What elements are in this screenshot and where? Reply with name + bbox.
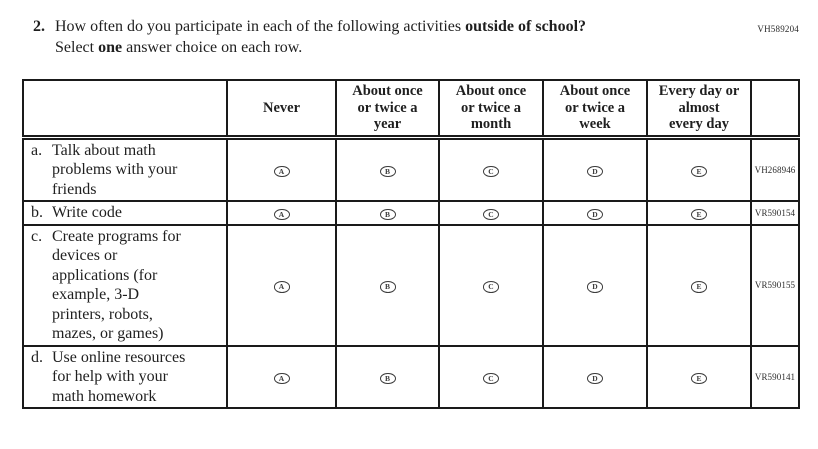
- question-line-2: Select one answer choice on each row.: [55, 37, 586, 58]
- row-label: Talk about math problems with your frien…: [52, 141, 178, 198]
- answer-cell: D: [542, 136, 648, 202]
- column-header-week: About once or twice a week: [542, 79, 648, 140]
- answer-cell: E: [646, 344, 752, 409]
- column-header-daily: Every day or almost every day: [646, 79, 752, 140]
- question-line2-bold: one: [98, 39, 123, 56]
- answer-bubble-a-C[interactable]: C: [483, 165, 499, 178]
- row-label: Write code: [52, 204, 122, 221]
- row-letter: b.: [31, 204, 43, 221]
- answer-bubble-d-D[interactable]: D: [587, 372, 603, 385]
- row-label-cell: a. Talk about math problems with your fr…: [22, 136, 228, 202]
- answer-cell: B: [335, 200, 440, 226]
- table-row-b: b. Write code A B C D E VR590154: [22, 200, 800, 226]
- answer-cell: A: [226, 344, 337, 409]
- column-header-week-label: About once or twice a week: [559, 83, 631, 132]
- answer-cell: C: [438, 200, 544, 226]
- row-letter: a.: [31, 141, 43, 159]
- answer-bubble-c-D[interactable]: D: [587, 281, 603, 293]
- answer-bubble-c-B[interactable]: B: [379, 281, 396, 293]
- answer-bubble-d-E[interactable]: E: [691, 372, 707, 385]
- answer-cell: E: [646, 136, 752, 202]
- row-label-cell: d. Use online resources for help with yo…: [22, 344, 228, 409]
- question-text: How often do you participate in each of …: [55, 16, 586, 58]
- answer-bubble-c-E[interactable]: E: [691, 281, 707, 293]
- answer-bubble-a-B[interactable]: B: [379, 165, 396, 178]
- answer-cell: C: [438, 223, 544, 347]
- row-label: Use online resources for help with your …: [52, 348, 186, 405]
- row-label-cell: b. Write code: [22, 200, 228, 226]
- answer-cell: D: [542, 223, 648, 347]
- header-row: Never About once or twice a year About o…: [22, 79, 800, 140]
- answer-cell: B: [335, 223, 440, 347]
- answer-bubble-a-D[interactable]: D: [587, 165, 603, 178]
- answer-bubble-b-D[interactable]: D: [587, 208, 603, 221]
- row-label-cell: c. Create programs for devices or applic…: [22, 223, 228, 347]
- answer-cell: A: [226, 136, 337, 202]
- answer-cell: C: [438, 136, 544, 202]
- answer-bubble-d-C[interactable]: C: [483, 372, 499, 385]
- table-row-d: d. Use online resources for help with yo…: [22, 344, 800, 409]
- answer-cell: A: [226, 200, 337, 226]
- answer-bubble-d-A[interactable]: A: [273, 372, 290, 385]
- answer-bubble-b-C[interactable]: C: [483, 208, 499, 221]
- answer-cell: A: [226, 223, 337, 347]
- column-header-year-label: About once or twice a year: [352, 83, 423, 132]
- answer-cell: E: [646, 223, 752, 347]
- row-label: Create programs for devices or applicati…: [52, 227, 181, 343]
- survey-table: Never About once or twice a year About o…: [22, 79, 800, 409]
- answer-bubble-b-E[interactable]: E: [691, 208, 707, 221]
- answer-bubble-a-A[interactable]: A: [273, 165, 290, 178]
- row-code: VR590141: [750, 344, 800, 409]
- answer-bubble-c-C[interactable]: C: [483, 281, 499, 293]
- row-letter: d.: [31, 348, 43, 366]
- question-number: 2.: [33, 18, 45, 35]
- answer-bubble-c-A[interactable]: A: [273, 281, 290, 293]
- answer-cell: D: [542, 200, 648, 226]
- answer-cell: C: [438, 344, 544, 409]
- answer-cell: B: [335, 136, 440, 202]
- question-line-1: How often do you participate in each of …: [55, 16, 586, 37]
- row-code: VR590154: [750, 200, 800, 226]
- answer-bubble-d-B[interactable]: B: [379, 372, 396, 385]
- column-header-never-label: Never: [262, 99, 301, 116]
- form-code: VH589204: [757, 24, 799, 34]
- table-row-a: a. Talk about math problems with your fr…: [22, 136, 800, 202]
- column-header-month: About once or twice a month: [438, 79, 544, 140]
- table-row-c: c. Create programs for devices or applic…: [22, 223, 800, 347]
- column-header-never: Never: [226, 79, 337, 140]
- row-code: VR590155: [750, 223, 800, 347]
- column-header-year: About once or twice a year: [335, 79, 440, 140]
- question-line2-pre: Select: [55, 39, 99, 56]
- question-line2-post: answer choice on each row.: [122, 39, 303, 56]
- row-letter: c.: [31, 227, 43, 245]
- answer-bubble-a-E[interactable]: E: [691, 165, 707, 178]
- row-code: VH268946: [750, 136, 800, 202]
- answer-cell: E: [646, 200, 752, 226]
- question-line1-pre: How often do you participate in each of …: [55, 18, 466, 35]
- answer-cell: B: [335, 344, 440, 409]
- column-header-daily-label: Every day or almost every day: [658, 83, 740, 132]
- answer-bubble-b-B[interactable]: B: [379, 208, 396, 221]
- answer-bubble-b-A[interactable]: A: [273, 208, 290, 221]
- answer-cell: D: [542, 344, 648, 409]
- question-block: 2. How often do you participate in each …: [33, 16, 773, 58]
- table-corner-cell: [22, 79, 228, 140]
- code-column-header: [750, 79, 800, 140]
- column-header-month-label: About once or twice a month: [455, 83, 527, 132]
- question-line1-bold: outside of school?: [465, 18, 587, 35]
